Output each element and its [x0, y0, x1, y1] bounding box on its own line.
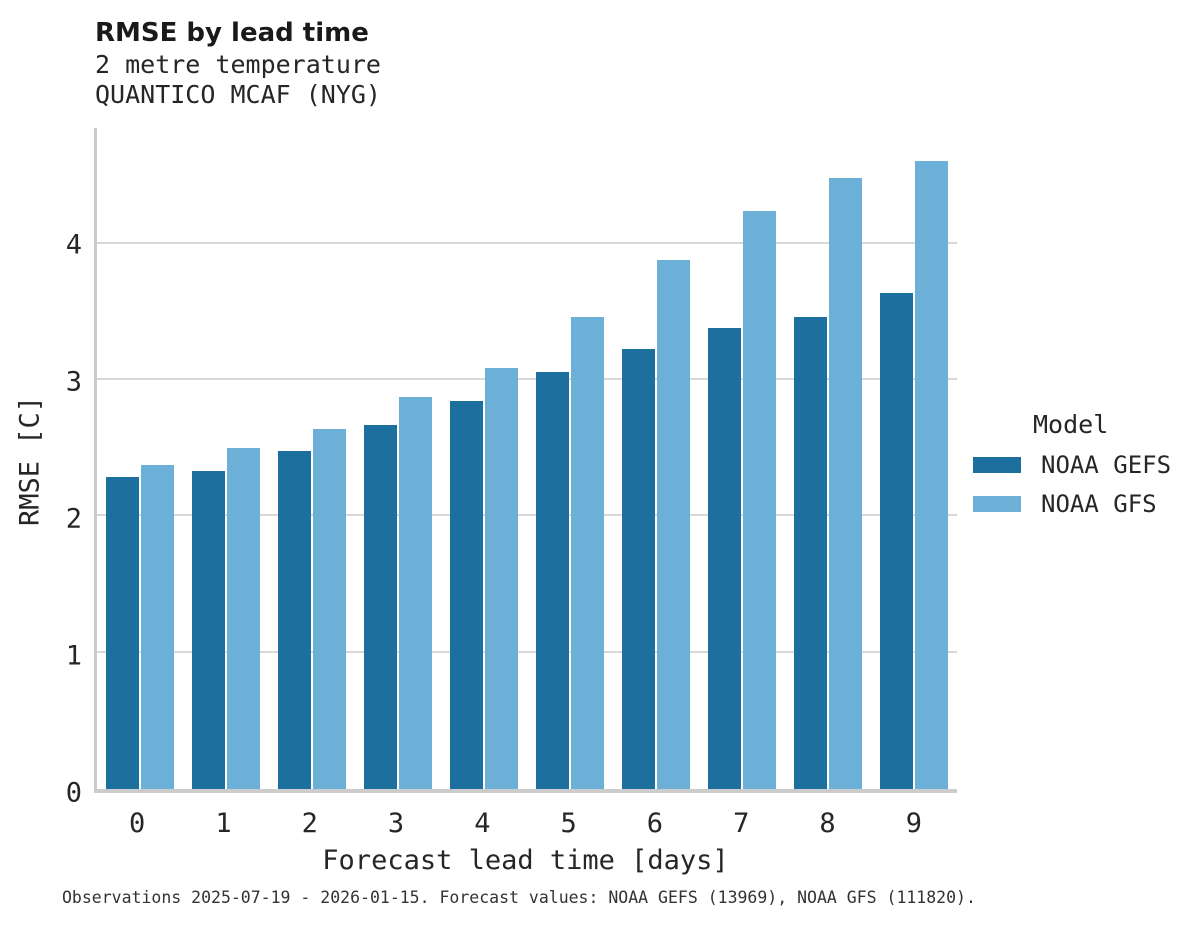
- bar-group-lead-1: [183, 128, 269, 789]
- bar-noaa-gfs-lead-1: [227, 448, 260, 789]
- legend-item-noaa-gfs: NOAA GFS: [973, 490, 1188, 518]
- bar-group-lead-6: [613, 128, 699, 789]
- bar-noaa-gefs-lead-7: [708, 328, 741, 789]
- bar-noaa-gefs-lead-2: [278, 451, 311, 789]
- legend-items: NOAA GEFS NOAA GFS: [973, 451, 1188, 518]
- bars-container: [97, 128, 957, 789]
- plot-area: [94, 128, 957, 793]
- bar-noaa-gfs-lead-4: [485, 367, 518, 789]
- bar-noaa-gefs-lead-5: [536, 371, 569, 789]
- gridline-y-3: [97, 378, 957, 381]
- bar-noaa-gfs-lead-6: [657, 260, 690, 789]
- chart-subtitle-station: QUANTICO MCAF (NYG): [95, 80, 381, 109]
- bar-group-lead-3: [355, 128, 441, 789]
- x-tick-label-7: 7: [733, 808, 750, 839]
- y-tick-label-1: 1: [65, 640, 82, 672]
- bar-noaa-gfs-lead-3: [399, 396, 432, 789]
- bar-group-lead-9: [871, 128, 957, 789]
- x-axis-label: Forecast lead time [days]: [322, 845, 729, 876]
- bar-group-lead-8: [785, 128, 871, 789]
- x-tick-label-1: 1: [215, 808, 232, 839]
- legend-title: Model: [1033, 410, 1109, 439]
- bar-noaa-gefs-lead-0: [106, 476, 139, 789]
- gridline-y-1: [97, 650, 957, 653]
- chart-header: RMSE by lead time 2 metre temperature QU…: [95, 16, 381, 110]
- bar-noaa-gfs-lead-9: [915, 160, 948, 789]
- caption: Observations 2025-07-19 - 2026-01-15. Fo…: [62, 888, 976, 907]
- y-tick-label-4: 4: [65, 229, 82, 261]
- bar-noaa-gfs-lead-5: [571, 317, 604, 789]
- bar-noaa-gefs-lead-1: [192, 471, 225, 789]
- bar-group-lead-4: [441, 128, 527, 789]
- x-tick-label-9: 9: [905, 808, 922, 839]
- y-tick-label-2: 2: [65, 503, 82, 535]
- chart-subtitle-variable: 2 metre temperature: [95, 50, 381, 79]
- bar-group-lead-2: [269, 128, 355, 789]
- x-tick-label-4: 4: [474, 808, 491, 839]
- y-axis-ticks: 0 1 2 3 4: [20, 128, 82, 806]
- bar-noaa-gfs-lead-0: [141, 464, 174, 789]
- x-tick-label-5: 5: [560, 808, 577, 839]
- chart-title: RMSE by lead time: [95, 18, 369, 48]
- x-tick-label-3: 3: [387, 808, 405, 839]
- bar-noaa-gfs-lead-2: [313, 429, 346, 789]
- x-tick-label-2: 2: [301, 808, 318, 839]
- legend: Model NOAA GEFS NOAA GFS: [973, 410, 1188, 518]
- y-tick-label-3: 3: [65, 366, 82, 398]
- x-tick-label-0: 0: [129, 808, 146, 839]
- gridline-y-2: [97, 514, 957, 517]
- bar-noaa-gefs-lead-4: [450, 400, 483, 789]
- bar-group-lead-5: [527, 128, 613, 789]
- bar-noaa-gefs-lead-6: [622, 348, 655, 789]
- bar-noaa-gfs-lead-8: [829, 178, 862, 789]
- legend-swatch-noaa-gefs: [973, 457, 1021, 473]
- x-axis-ticks: 0 1 2 3 4 5 6 7 8 9: [94, 808, 957, 839]
- bar-group-lead-0: [97, 128, 183, 789]
- bar-group-lead-7: [699, 128, 785, 789]
- legend-label-noaa-gfs: NOAA GFS: [1041, 490, 1157, 518]
- bar-noaa-gefs-lead-9: [880, 292, 913, 789]
- legend-swatch-noaa-gfs: [973, 496, 1021, 512]
- bar-noaa-gefs-lead-3: [364, 425, 397, 789]
- bar-noaa-gfs-lead-7: [743, 211, 776, 789]
- gridline-y-4: [97, 241, 957, 244]
- legend-label-noaa-gefs: NOAA GEFS: [1041, 451, 1172, 479]
- x-tick-label-8: 8: [819, 808, 836, 839]
- x-tick-label-6: 6: [646, 808, 664, 839]
- bar-noaa-gefs-lead-8: [794, 317, 827, 789]
- legend-item-noaa-gefs: NOAA GEFS: [973, 451, 1188, 479]
- y-tick-label-0: 0: [65, 777, 82, 809]
